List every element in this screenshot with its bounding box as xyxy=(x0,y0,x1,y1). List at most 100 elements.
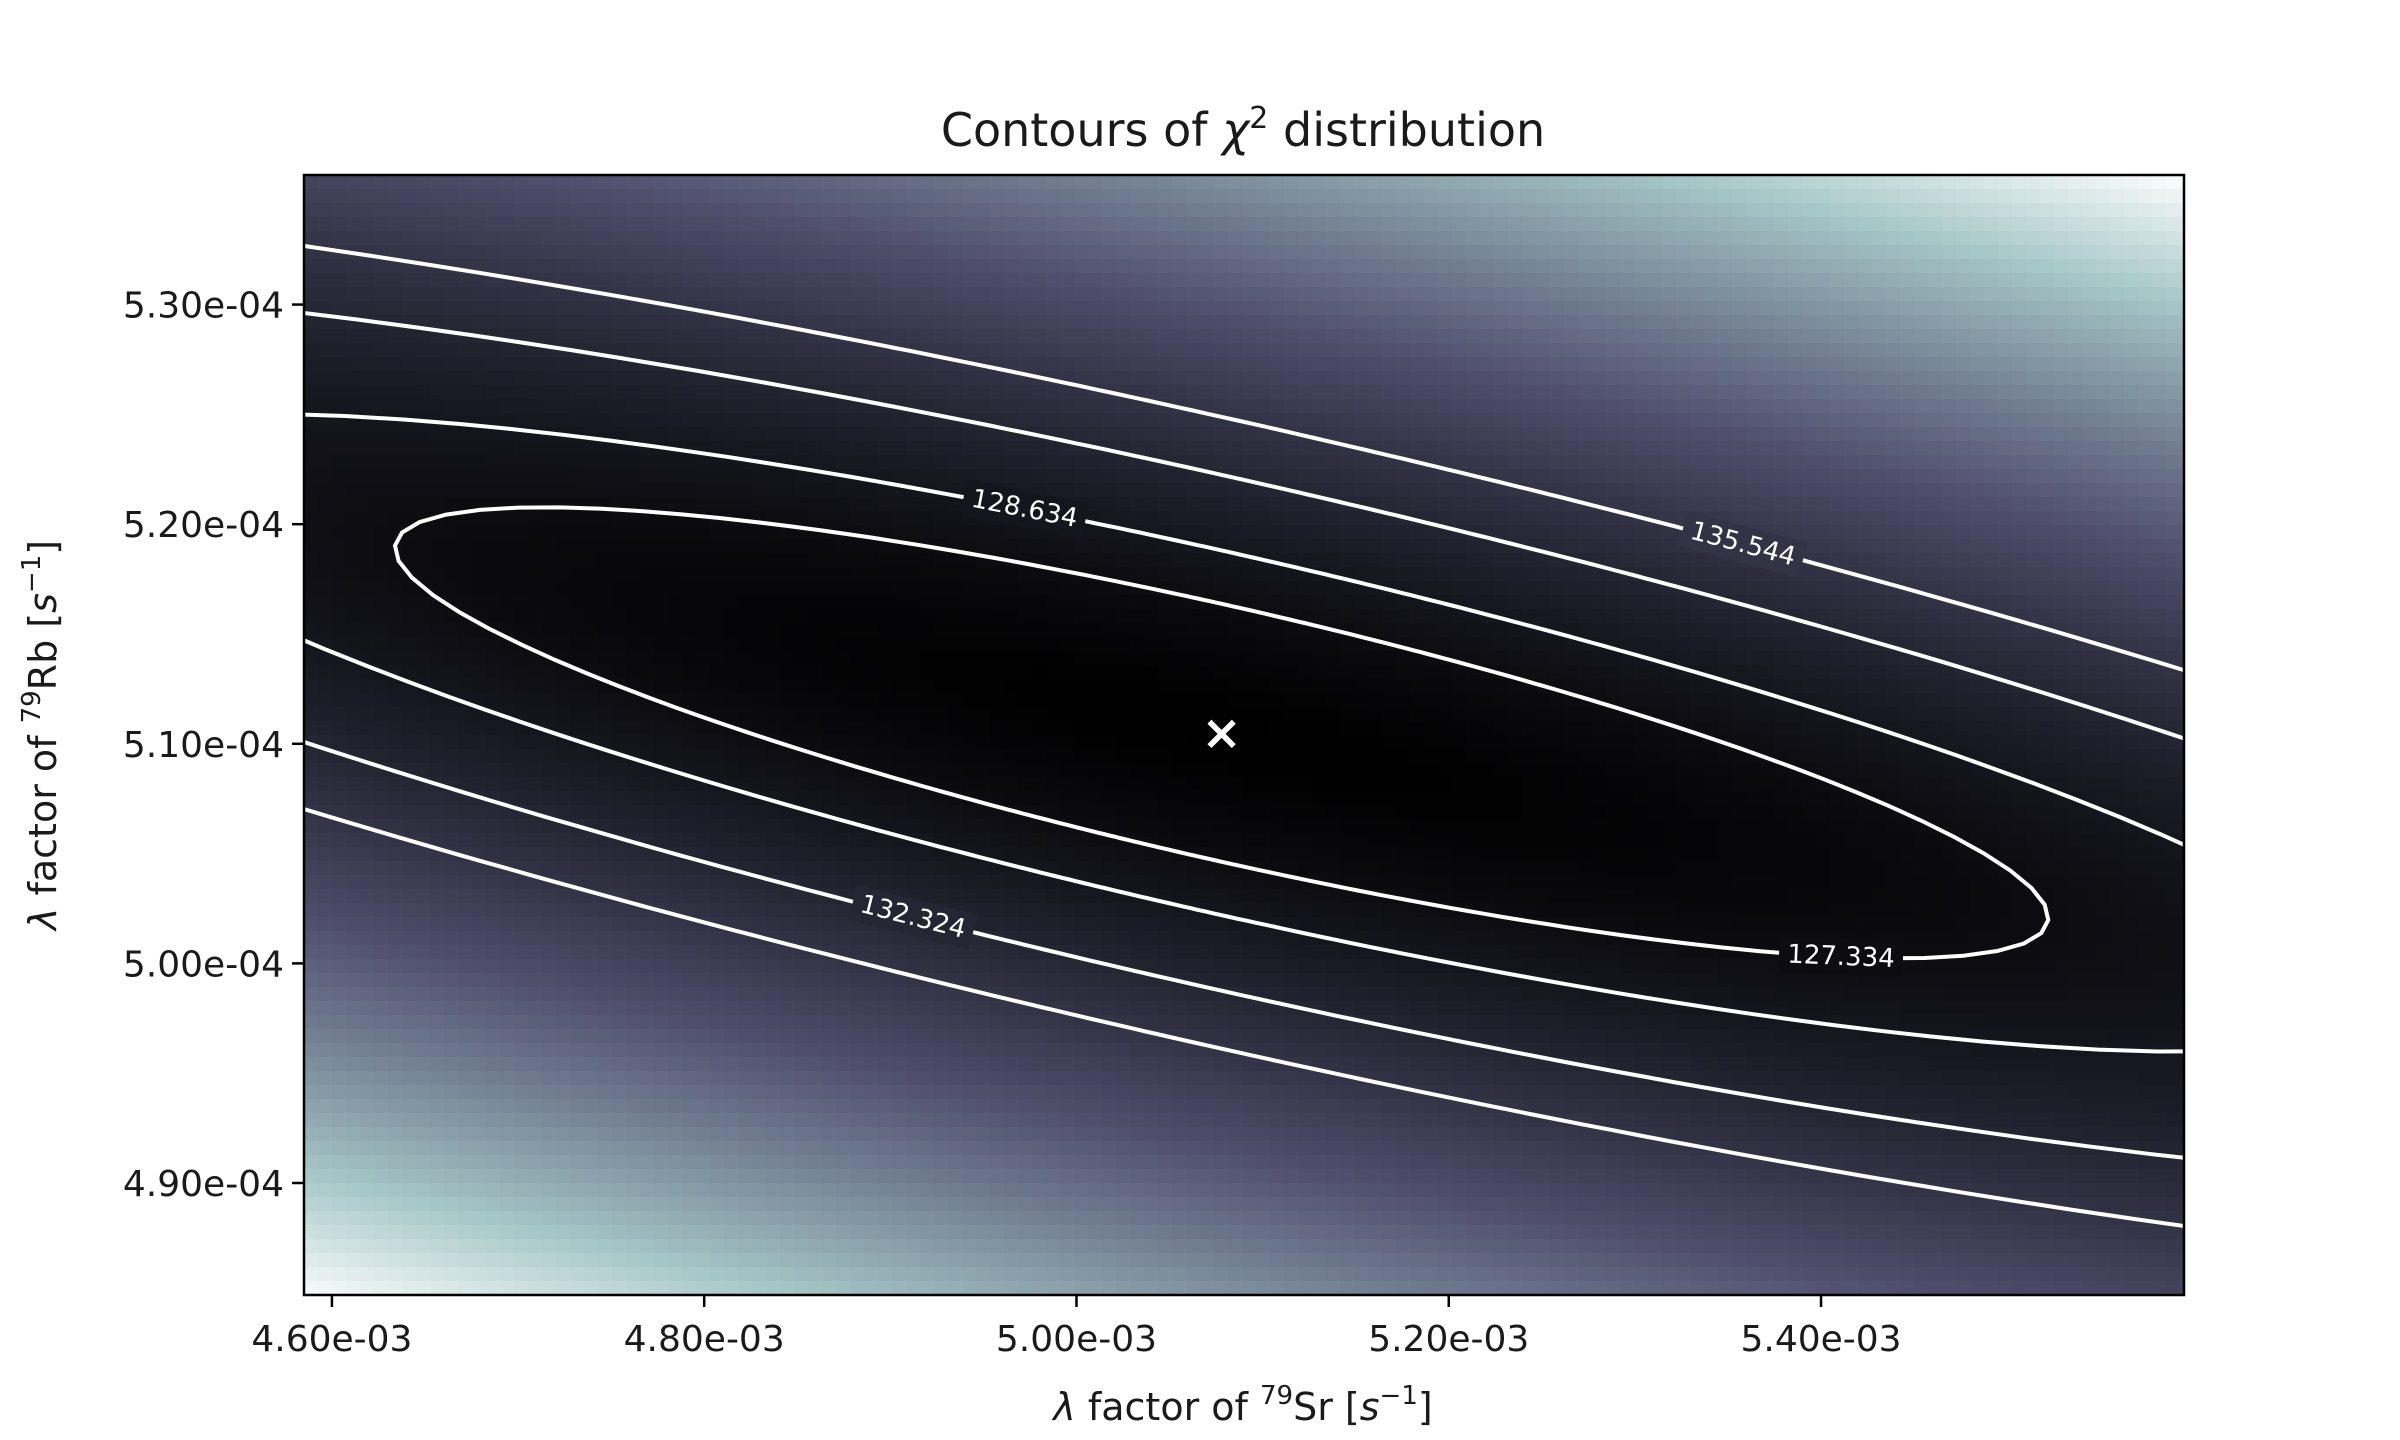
heatmap-cell xyxy=(360,301,375,316)
heatmap-cell xyxy=(1900,245,1915,260)
heatmap-cell xyxy=(1074,427,1089,442)
heatmap-cell xyxy=(1914,427,1929,442)
heatmap-cell xyxy=(1130,273,1145,288)
heatmap-cell xyxy=(1032,301,1047,316)
heatmap-cell xyxy=(696,469,711,484)
heatmap-cell xyxy=(920,315,935,330)
heatmap-cell xyxy=(1648,637,1663,652)
heatmap-cell xyxy=(1480,343,1495,358)
heatmap-cell xyxy=(934,455,949,470)
heatmap-cell xyxy=(1788,469,1803,484)
heatmap-cell xyxy=(346,679,361,694)
heatmap-cell xyxy=(2054,455,2069,470)
heatmap-cell xyxy=(528,623,543,638)
heatmap-cell xyxy=(2110,301,2125,316)
heatmap-cell xyxy=(1914,455,1929,470)
heatmap-cell xyxy=(1508,469,1523,484)
heatmap-cell xyxy=(1494,175,1509,190)
heatmap-cell xyxy=(2026,273,2041,288)
heatmap-cell xyxy=(1312,651,1327,666)
heatmap-cell xyxy=(1844,441,1859,456)
heatmap-cell xyxy=(1928,357,1943,372)
heatmap-cell xyxy=(1928,525,1943,540)
heatmap-cell xyxy=(864,497,879,512)
heatmap-cell xyxy=(1872,455,1887,470)
heatmap-cell xyxy=(1270,455,1285,470)
heatmap-cell xyxy=(1858,399,1873,414)
heatmap-cell xyxy=(2096,567,2111,582)
heatmap-cell xyxy=(2110,315,2125,330)
heatmap-cell xyxy=(1410,371,1425,386)
heatmap-cell xyxy=(584,203,599,218)
heatmap-cell xyxy=(1256,637,1271,652)
heatmap-cell xyxy=(1732,581,1747,596)
heatmap-cell xyxy=(1312,287,1327,302)
heatmap-cell xyxy=(1872,511,1887,526)
heatmap-cell xyxy=(738,525,753,540)
heatmap-cell xyxy=(1466,441,1481,456)
heatmap-cell xyxy=(1550,539,1565,554)
heatmap-cell xyxy=(822,413,837,428)
heatmap-cell xyxy=(458,399,473,414)
heatmap-cell xyxy=(1130,623,1145,638)
heatmap-cell xyxy=(836,259,851,274)
heatmap-cell xyxy=(1494,441,1509,456)
heatmap-cell xyxy=(1200,455,1215,470)
heatmap-cell xyxy=(1200,273,1215,288)
heatmap-cell xyxy=(934,301,949,316)
heatmap-cell xyxy=(2012,483,2027,498)
heatmap-cell xyxy=(1718,665,1733,680)
heatmap-cell xyxy=(1270,315,1285,330)
heatmap-cell xyxy=(1620,287,1635,302)
heatmap-cell xyxy=(2166,441,2181,456)
heatmap-cell xyxy=(1802,189,1817,204)
heatmap-cell xyxy=(1718,427,1733,442)
heatmap-cell xyxy=(514,651,529,666)
heatmap-cell xyxy=(1690,469,1705,484)
heatmap-cell xyxy=(962,189,977,204)
heatmap-cell xyxy=(1956,231,1971,246)
heatmap-cell xyxy=(1144,539,1159,554)
heatmap-cell xyxy=(1970,637,1985,652)
heatmap-cell xyxy=(1900,609,1915,624)
heatmap-cell xyxy=(1312,175,1327,190)
heatmap-cell xyxy=(878,371,893,386)
heatmap-cell xyxy=(640,273,655,288)
heatmap-cell xyxy=(1606,413,1621,428)
heatmap-cell xyxy=(416,539,431,554)
heatmap-cell xyxy=(1088,189,1103,204)
heatmap-cell xyxy=(416,385,431,400)
heatmap-cell xyxy=(948,315,963,330)
heatmap-cell xyxy=(794,231,809,246)
heatmap-cell xyxy=(654,623,669,638)
heatmap-cell xyxy=(948,637,963,652)
heatmap-cell xyxy=(2180,399,2184,414)
heatmap-cell xyxy=(2026,469,2041,484)
heatmap-cell xyxy=(836,315,851,330)
heatmap-cell xyxy=(528,553,543,568)
heatmap-cell xyxy=(1662,329,1677,344)
heatmap-cell xyxy=(556,511,571,526)
heatmap-cell xyxy=(766,665,781,680)
heatmap-cell xyxy=(1060,469,1075,484)
heatmap-cell xyxy=(682,273,697,288)
heatmap-cell xyxy=(1998,483,2013,498)
heatmap-cell xyxy=(1004,469,1019,484)
heatmap-cell xyxy=(1592,217,1607,232)
heatmap-cell xyxy=(374,301,389,316)
heatmap-cell xyxy=(514,231,529,246)
heatmap-cell xyxy=(1718,259,1733,274)
heatmap-cell xyxy=(430,231,445,246)
heatmap-cell xyxy=(1144,469,1159,484)
heatmap-cell xyxy=(584,301,599,316)
heatmap-cell xyxy=(1592,245,1607,260)
heatmap-cell xyxy=(1032,539,1047,554)
heatmap-cell xyxy=(2068,217,2083,232)
heatmap-cell xyxy=(920,651,935,666)
heatmap-cell xyxy=(1116,217,1131,232)
heatmap-cell xyxy=(1032,245,1047,260)
heatmap-cell xyxy=(1312,385,1327,400)
heatmap-cell xyxy=(598,483,613,498)
heatmap-cell xyxy=(1284,203,1299,218)
heatmap-cell xyxy=(2026,385,2041,400)
